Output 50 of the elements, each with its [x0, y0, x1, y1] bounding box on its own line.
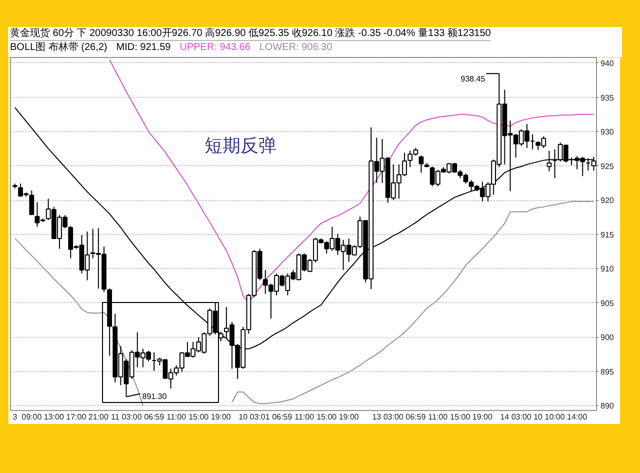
text: UPPER: 943.66: [180, 42, 250, 53]
chart-subtitle: BOLL图 布林带 (26,2): [10, 42, 108, 53]
annotation: 938.45: [460, 74, 486, 84]
x-tick-label: 3: [12, 412, 18, 422]
x-tick-label: 15:00: [450, 412, 471, 422]
x-tick-label: 10: [534, 412, 544, 422]
y-tick-label: 935: [600, 93, 614, 102]
x-tick-label: 14:00: [567, 412, 588, 422]
x-tick-label: 15:00: [188, 412, 210, 422]
x-tick-label: 15:00: [316, 412, 338, 422]
y-tick-label: 890: [600, 402, 614, 411]
x-tick-label: 09:00: [22, 412, 42, 422]
x-tick-label: 19:00: [338, 412, 360, 422]
x-tick-label: 03:00: [122, 412, 142, 422]
x-tick-label: 06:59: [406, 412, 426, 422]
text: LOWER: 906.30: [259, 42, 332, 53]
annotation: 891.30: [142, 392, 168, 401]
x-tick-label: 21:00: [88, 412, 109, 422]
y-tick-label: 920: [600, 196, 614, 206]
chart-title: 黄金现货 60分 下 20090330 16:00开926.70 高926.90 低925.35 收926.10 涨跌 -0.35 -0.04% 量133 额123150: [10, 27, 491, 41]
candlestick: [418, 155, 424, 174]
y-tick-label: 915: [600, 230, 614, 240]
annotation: 短期反弹: [204, 135, 277, 156]
x-tick-label: 03:01: [250, 412, 270, 422]
candlestick: [546, 150, 552, 172]
candlestick: [29, 190, 34, 216]
y-tick-label: 940: [600, 58, 614, 68]
y-tick-label: 910: [600, 264, 614, 274]
x-tick-label: 13: [372, 412, 382, 422]
x-tick-label: 14: [500, 412, 510, 422]
x-tick-label: 03:00: [383, 412, 404, 422]
x-tick-label: 10: [238, 412, 248, 422]
y-tick-label: 895: [600, 367, 614, 376]
x-tick-label: 11:00: [294, 412, 315, 422]
y-tick-label: 905: [600, 298, 614, 308]
x-tick-label: 13:00: [44, 412, 64, 422]
x-tick-label: 06:59: [144, 412, 165, 422]
x-tick-label: 06:59: [272, 412, 293, 422]
x-tick-label: 11:00: [428, 412, 448, 422]
x-tick-label: 03:00: [511, 412, 532, 422]
x-tick-label: 10:00: [544, 412, 566, 422]
x-tick-label: 11:00: [166, 412, 187, 422]
y-tick-label: 900: [600, 333, 614, 342]
y-tick-label: 925: [600, 162, 614, 171]
x-tick-label: 17:00: [66, 412, 87, 422]
y-tick-label: 930: [600, 128, 614, 137]
x-tick-label: 19:00: [472, 412, 493, 422]
x-tick-label: 19:00: [210, 412, 232, 422]
text: MID: 921.59: [116, 42, 171, 53]
x-tick-label: 11: [110, 412, 120, 422]
